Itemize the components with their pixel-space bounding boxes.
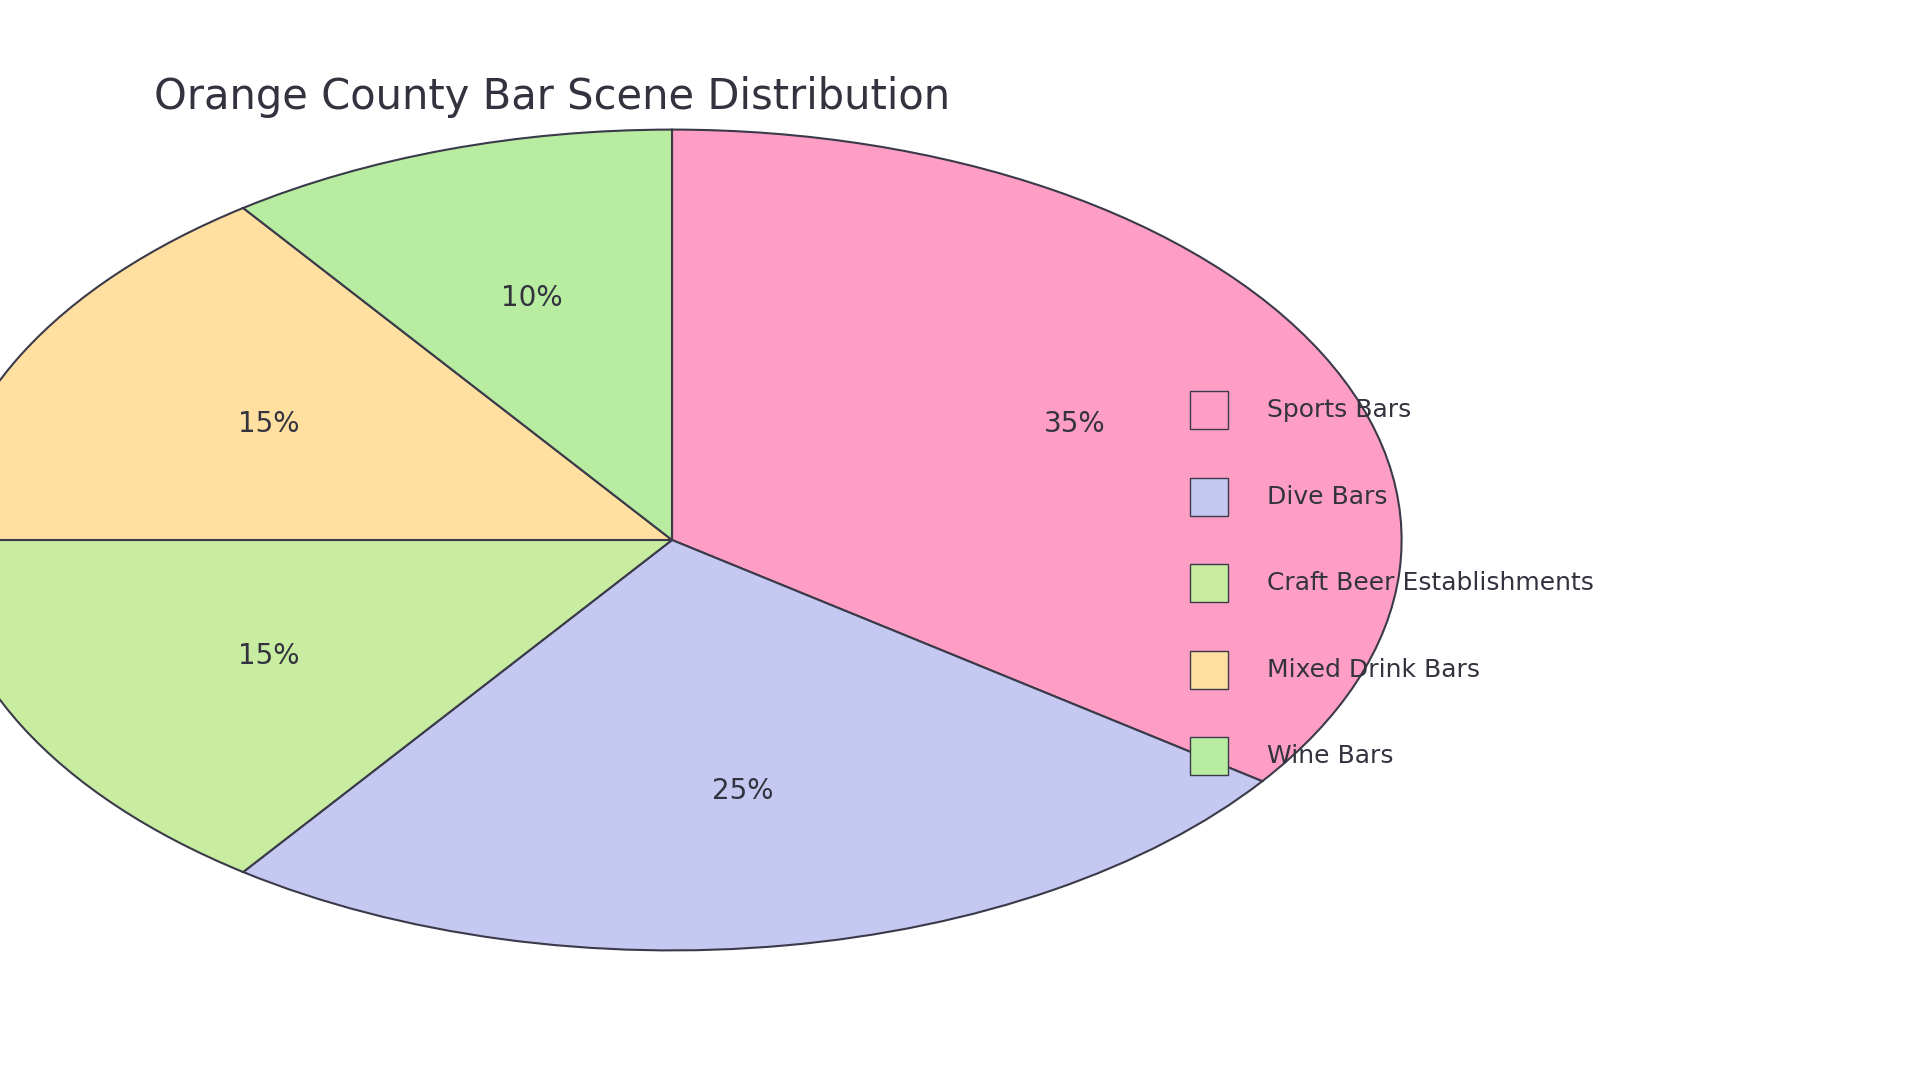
Bar bbox=[1190, 737, 1229, 775]
Text: Craft Beer Establishments: Craft Beer Establishments bbox=[1267, 571, 1594, 595]
Wedge shape bbox=[244, 540, 1261, 950]
Text: Orange County Bar Scene Distribution: Orange County Bar Scene Distribution bbox=[154, 76, 950, 118]
Bar bbox=[1190, 477, 1229, 515]
Text: 10%: 10% bbox=[501, 284, 563, 312]
Bar bbox=[1190, 564, 1229, 603]
Text: Sports Bars: Sports Bars bbox=[1267, 399, 1411, 422]
Text: Wine Bars: Wine Bars bbox=[1267, 744, 1394, 768]
Wedge shape bbox=[0, 208, 672, 540]
Wedge shape bbox=[672, 130, 1402, 781]
Text: 15%: 15% bbox=[238, 410, 300, 438]
Wedge shape bbox=[244, 130, 672, 540]
Bar bbox=[1190, 391, 1229, 429]
Text: 35%: 35% bbox=[1044, 410, 1106, 438]
Bar bbox=[1190, 650, 1229, 689]
Wedge shape bbox=[0, 540, 672, 872]
Text: 15%: 15% bbox=[238, 642, 300, 670]
Text: Mixed Drink Bars: Mixed Drink Bars bbox=[1267, 658, 1480, 681]
Text: Dive Bars: Dive Bars bbox=[1267, 485, 1386, 509]
Text: 25%: 25% bbox=[712, 778, 774, 806]
